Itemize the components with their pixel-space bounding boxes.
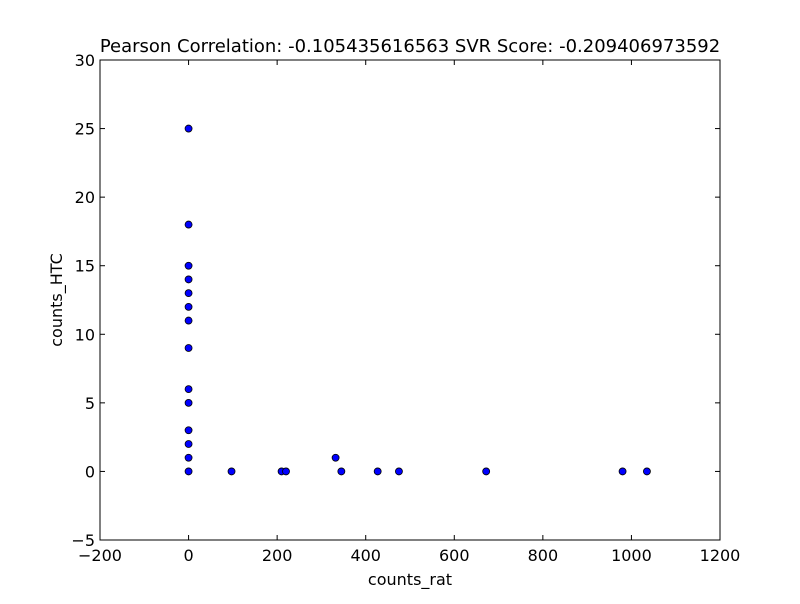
- data-point-21: [482, 467, 491, 476]
- data-point-9: [184, 398, 193, 407]
- chart-title: Pearson Correlation: -0.105435616563 SVR…: [100, 36, 720, 57]
- x-tick-label-1: 0: [183, 546, 193, 565]
- data-point-12: [184, 453, 193, 462]
- x-tick-label-4: 600: [439, 546, 470, 565]
- data-point-20: [395, 467, 403, 476]
- data-point-4: [184, 289, 193, 298]
- data-point-22: [618, 467, 627, 476]
- x-tick-label-2: 200: [262, 546, 293, 565]
- x-tick-label-5: 800: [528, 546, 559, 565]
- x-tick-label-7: 1200: [700, 546, 741, 565]
- data-point-11: [184, 440, 193, 448]
- data-point-1: [184, 220, 193, 229]
- y-tick-label-1: 0: [85, 462, 95, 481]
- data-point-6: [184, 316, 193, 325]
- data-points: [184, 124, 651, 476]
- y-tick-label-7: 30: [75, 51, 95, 70]
- y-tick-label-3: 10: [75, 325, 95, 344]
- data-point-5: [184, 302, 193, 311]
- y-tick-label-6: 25: [75, 120, 95, 139]
- data-point-18: [337, 467, 346, 476]
- data-point-19: [373, 467, 382, 476]
- y-tick-label-4: 15: [75, 257, 95, 276]
- x-tick-label-3: 400: [350, 546, 381, 565]
- y-axis-label: counts_HTC: [47, 253, 67, 347]
- data-point-23: [643, 467, 651, 476]
- data-point-8: [184, 385, 193, 394]
- axis-ticks: −200 0 200 400 600 800 1000 1200 −5 0 5 10 15 20 25 30: [71, 51, 740, 565]
- data-point-10: [184, 426, 193, 435]
- plot-background: [100, 60, 720, 540]
- data-point-14: [227, 467, 236, 476]
- plot-frame: [99, 59, 721, 541]
- y-tick-label-5: 20: [75, 188, 95, 207]
- x-tick-label-6: 1000: [611, 546, 652, 565]
- y-tick-label-0: −5: [71, 531, 95, 550]
- data-point-17: [331, 453, 340, 462]
- data-point-13: [184, 467, 193, 476]
- data-point-16: [282, 467, 290, 476]
- data-point-7: [184, 344, 193, 352]
- y-tick-label-2: 5: [85, 394, 95, 413]
- x-axis-label: counts_rat: [368, 570, 452, 590]
- data-point-3: [184, 275, 193, 284]
- data-point-2: [184, 261, 193, 270]
- data-point-0: [184, 124, 193, 133]
- x-tick-label-0: −200: [78, 546, 122, 565]
